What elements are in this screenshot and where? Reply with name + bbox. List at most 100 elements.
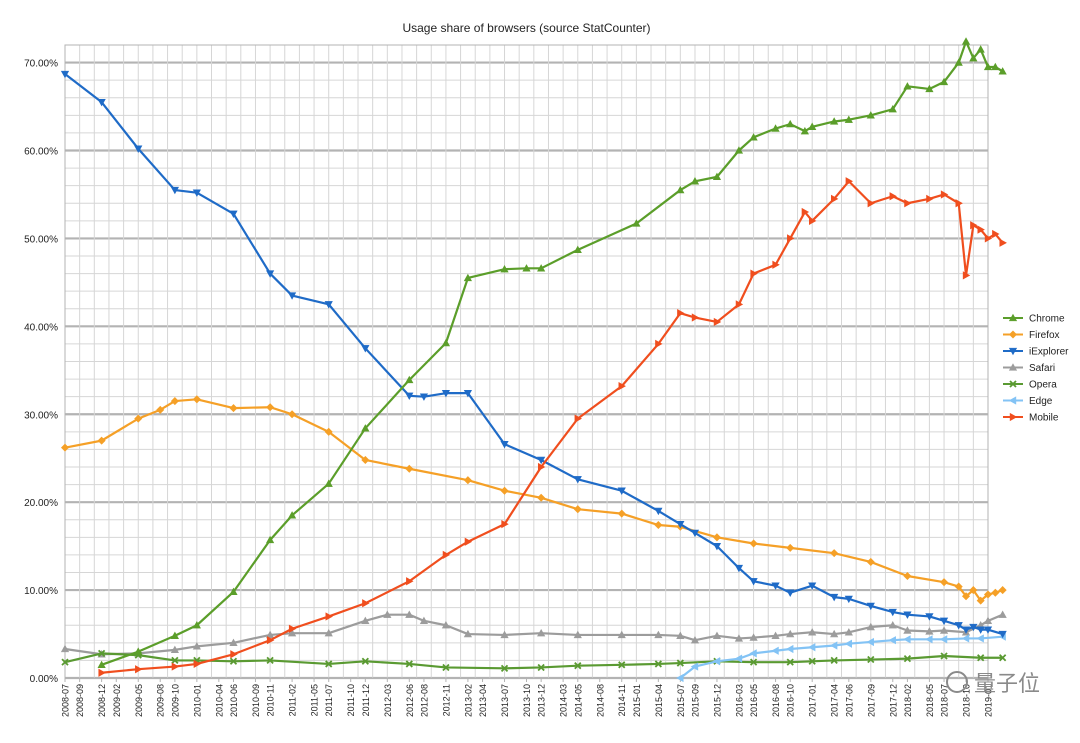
- data-point-opera: [442, 663, 450, 672]
- x-tick-label: 2010-09: [251, 684, 261, 717]
- data-point-firefox: [405, 464, 414, 473]
- x-tick-label: 2013-12: [537, 684, 547, 717]
- data-point-firefox: [998, 586, 1007, 595]
- series-safari: [60, 610, 1007, 658]
- data-point-edge: [903, 635, 911, 644]
- data-point-mobile: [926, 194, 934, 203]
- data-point-mobile: [537, 462, 546, 472]
- data-point-iexplorer: [463, 389, 473, 398]
- data-point-mobile: [713, 317, 722, 327]
- x-tick-label: 2017-01: [808, 684, 818, 717]
- data-point-iexplorer: [170, 186, 179, 195]
- data-point-chrome: [749, 133, 758, 141]
- data-point-chrome: [925, 84, 934, 93]
- data-point-chrome: [229, 587, 238, 596]
- data-point-safari: [500, 630, 509, 639]
- data-point-safari: [844, 628, 853, 636]
- data-point-iexplorer: [888, 608, 897, 617]
- x-tick-label: 2014-05: [573, 684, 583, 717]
- data-point-mobile: [171, 662, 180, 671]
- x-tick-label: 2015-04: [654, 684, 664, 717]
- data-point-safari: [383, 610, 392, 618]
- data-point-iexplorer: [998, 630, 1007, 639]
- y-tick-label: 70.00%: [24, 59, 58, 70]
- data-point-mobile: [977, 225, 985, 234]
- series-line-iexplorer: [64, 73, 1003, 636]
- x-tick-label: 2017-04: [830, 684, 840, 717]
- data-point-edge: [961, 634, 970, 643]
- data-point-chrome: [983, 62, 993, 71]
- data-point-safari: [419, 616, 429, 625]
- data-point-chrome: [903, 82, 912, 90]
- series-edge: [676, 632, 1006, 683]
- data-point-firefox: [266, 403, 275, 412]
- data-point-safari: [712, 631, 722, 639]
- data-point-mobile: [193, 659, 202, 669]
- data-point-safari: [361, 616, 370, 625]
- series-line-mobile: [101, 180, 1004, 674]
- data-point-iexplorer: [676, 520, 685, 529]
- data-point-chrome: [573, 245, 582, 254]
- data-point-chrome: [888, 104, 897, 113]
- data-point-safari: [983, 616, 993, 625]
- data-point-iexplorer: [954, 622, 963, 630]
- legend-swatch-marker: [1009, 412, 1018, 422]
- data-point-chrome: [134, 647, 143, 655]
- x-tick-label: 2018-07: [940, 684, 950, 717]
- data-point-opera: [676, 659, 684, 667]
- data-point-safari: [441, 621, 451, 629]
- data-point-firefox: [903, 571, 912, 581]
- data-point-iexplorer: [866, 602, 875, 611]
- data-point-chrome: [976, 45, 985, 53]
- data-point-chrome: [287, 511, 297, 519]
- data-point-edge: [771, 646, 779, 655]
- y-tick-label: 40.00%: [24, 322, 58, 333]
- data-point-opera: [618, 661, 626, 669]
- data-point-iexplorer: [192, 189, 201, 197]
- data-point-opera: [266, 656, 274, 665]
- data-point-mobile: [984, 234, 993, 243]
- x-tick-label: 2013-10: [522, 684, 532, 717]
- x-tick-label: 2013-04: [478, 684, 488, 717]
- x-tick-label: 2017-12: [888, 684, 898, 717]
- data-point-mobile: [772, 260, 780, 269]
- data-point-opera: [786, 658, 794, 666]
- legend-label: Edge: [1029, 396, 1053, 407]
- y-tick-label: 10.00%: [24, 586, 58, 597]
- legend-label: Firefox: [1029, 330, 1060, 341]
- data-point-chrome: [800, 126, 809, 135]
- series-mobile: [98, 177, 1007, 677]
- x-tick-label: 2019-01: [984, 684, 994, 717]
- data-point-safari: [888, 621, 897, 629]
- x-tick-label: 2009-08: [156, 684, 166, 717]
- x-tick-label: 2014-03: [559, 684, 569, 717]
- x-tick-label: 2010-11: [266, 684, 276, 716]
- data-point-iexplorer: [939, 617, 949, 626]
- legend-item-firefox: Firefox: [1003, 330, 1060, 341]
- data-point-edge: [734, 654, 743, 663]
- legend-label: Chrome: [1029, 314, 1065, 325]
- data-point-mobile: [845, 177, 854, 186]
- data-point-chrome: [734, 146, 744, 154]
- data-point-chrome: [844, 115, 853, 123]
- data-point-chrome: [830, 117, 839, 125]
- data-point-mobile: [889, 192, 897, 201]
- data-point-safari: [939, 626, 949, 634]
- data-point-chrome: [500, 264, 509, 273]
- data-point-mobile: [940, 190, 949, 199]
- data-point-opera: [325, 660, 333, 668]
- data-point-mobile: [787, 234, 795, 243]
- data-point-opera: [903, 655, 912, 663]
- data-point-iexplorer: [712, 542, 722, 551]
- data-point-mobile: [288, 624, 297, 633]
- data-point-opera: [361, 657, 369, 665]
- data-point-iexplorer: [134, 145, 143, 153]
- data-point-chrome: [969, 53, 978, 62]
- data-point-mobile: [406, 577, 414, 586]
- x-tick-label: 2011-10: [346, 684, 356, 716]
- data-point-mobile: [655, 339, 663, 349]
- data-point-chrome: [866, 111, 875, 119]
- data-point-mobile: [970, 221, 978, 230]
- legend-item-edge: Edge: [1003, 396, 1053, 407]
- data-point-firefox: [288, 410, 297, 419]
